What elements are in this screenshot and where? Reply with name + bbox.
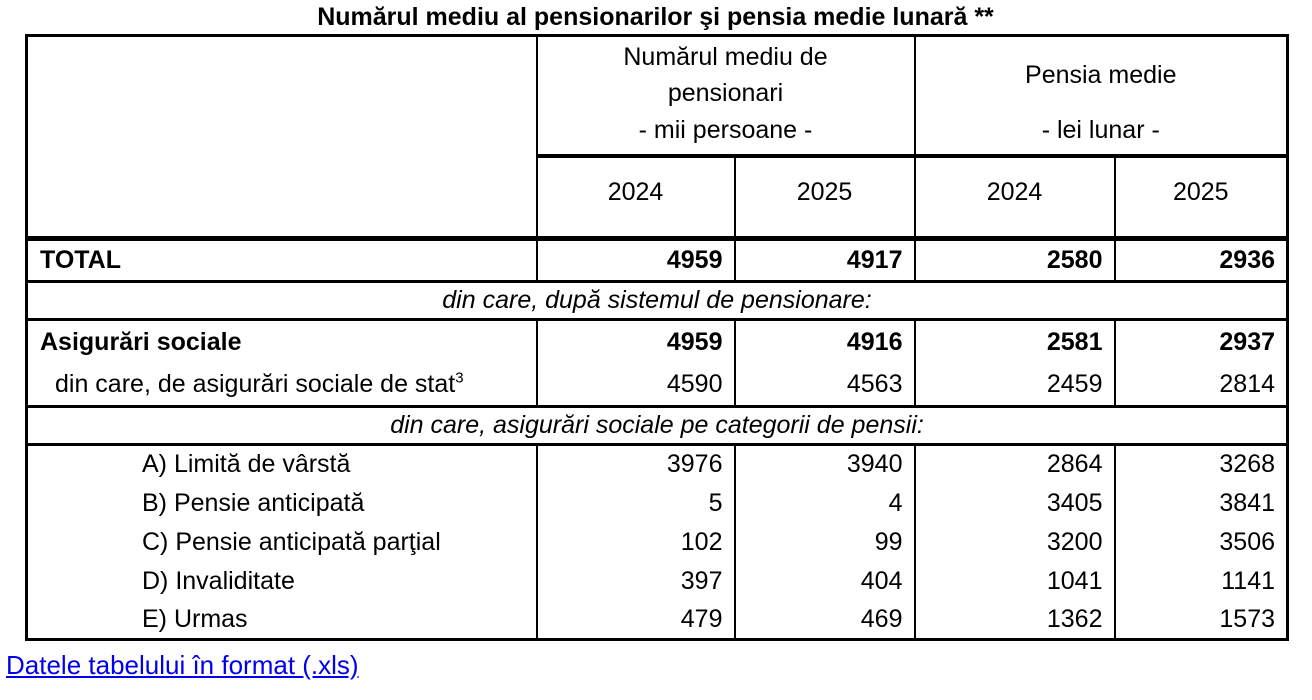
section-label: din care, după sistemul de pensionare: [442,286,872,314]
value-cell: 3506 [1113,522,1288,562]
row-label: din care, de asigurări sociale de stat3 [55,369,464,398]
section-label: din care, asigurări sociale pe categorii… [390,411,924,439]
group-title: Numărul mediu de pensionari [623,43,828,108]
year-header-row: 2024 2025 2024 2025 [26,155,1288,239]
row-label: D) Invaliditate [142,566,295,595]
value-cell: 4 [733,483,915,523]
value-cell: 102 [535,522,735,562]
value-cell: 4916 [733,319,915,364]
value-cell: 2936 [1113,238,1288,282]
value-cell: 2814 [1113,363,1288,407]
value-cell: 4563 [733,363,915,407]
group-header-pensionari: Numărul mediu de pensionari - mii persoa… [535,35,915,158]
table-row-stat: din care, de asigurări sociale de stat3 … [26,363,1288,407]
year-header: 2024 [535,155,735,239]
table-row-total: TOTAL 4959 4917 2580 2936 [26,238,1288,282]
table-row-asigurari: Asigurări sociale 4959 4916 2581 2937 [27,319,1288,364]
table-row-category: A) Limită de vârstă 3976 3940 2864 3268 [27,444,1288,484]
row-label: A) Limită de vârstă [142,450,351,479]
value-cell: 1362 [913,600,1115,640]
row-label: C) Pensie anticipată parţial [142,527,441,556]
value-cell: 3976 [535,444,735,484]
row-label: TOTAL [40,246,122,274]
row-label: B) Pensie anticipată [142,488,365,517]
pension-table: Numărul mediu de pensionari - mii persoa… [25,34,1290,641]
table-title: Numărul mediu al pensionarilor şi pensia… [317,3,994,31]
value-cell: 2581 [913,319,1115,364]
value-cell: 99 [733,522,915,562]
table-row-section: din care, după sistemul de pensionare: [26,282,1288,320]
year-header: 2024 [913,155,1115,239]
group-unit: - mii persoane - [638,116,813,145]
table-row-section: din care, asigurări sociale pe categorii… [26,407,1288,445]
value-cell: 1573 [1113,600,1288,640]
page: Numărul mediu al pensionarilor şi pensia… [0,3,1312,700]
value-cell: 1041 [913,561,1115,601]
xls-download-link[interactable]: Datele tabelului în format (.xls) [6,650,359,680]
group-header-pensia: Pensia medie - lei lunar - [913,35,1288,158]
table-row-category: D) Invaliditate 397 404 1041 1141 [27,561,1288,601]
value-cell: 2864 [913,444,1115,484]
value-cell: 3841 [1113,483,1288,523]
value-cell: 5 [535,483,735,523]
value-cell: 479 [535,600,735,640]
value-cell: 4959 [535,319,735,364]
value-cell: 4590 [535,363,735,407]
corner-cell [26,35,538,239]
table-row-category: C) Pensie anticipată parţial 102 99 3200… [27,522,1288,562]
value-cell: 2937 [1113,319,1288,364]
value-cell: 404 [733,561,915,601]
table-row-category: B) Pensie anticipată 5 4 3405 3841 [27,483,1288,523]
value-cell: 3405 [913,483,1115,523]
year-header: 2025 [733,155,915,239]
value-cell: 2459 [913,363,1115,407]
value-cell: 2580 [913,238,1115,282]
value-cell: 469 [733,600,915,640]
table-row-category: E) Urmas 479 469 1362 1573 [27,600,1288,640]
value-cell: 3200 [913,522,1115,562]
group-title: Pensia medie [1025,61,1177,90]
value-cell: 4917 [733,238,915,282]
value-cell: 397 [535,561,735,601]
group-header-row: Numărul mediu de pensionari - mii persoa… [26,35,1288,239]
value-cell: 3268 [1113,444,1288,484]
year-header: 2025 [1113,155,1288,239]
value-cell: 1141 [1113,561,1288,601]
value-cell: 4959 [535,238,735,282]
row-label: E) Urmas [142,604,248,633]
row-label: Asigurări sociale [40,327,242,356]
footnote-marker: 3 [455,369,464,387]
group-unit: - lei lunar - [1041,116,1160,145]
value-cell: 3940 [733,444,915,484]
